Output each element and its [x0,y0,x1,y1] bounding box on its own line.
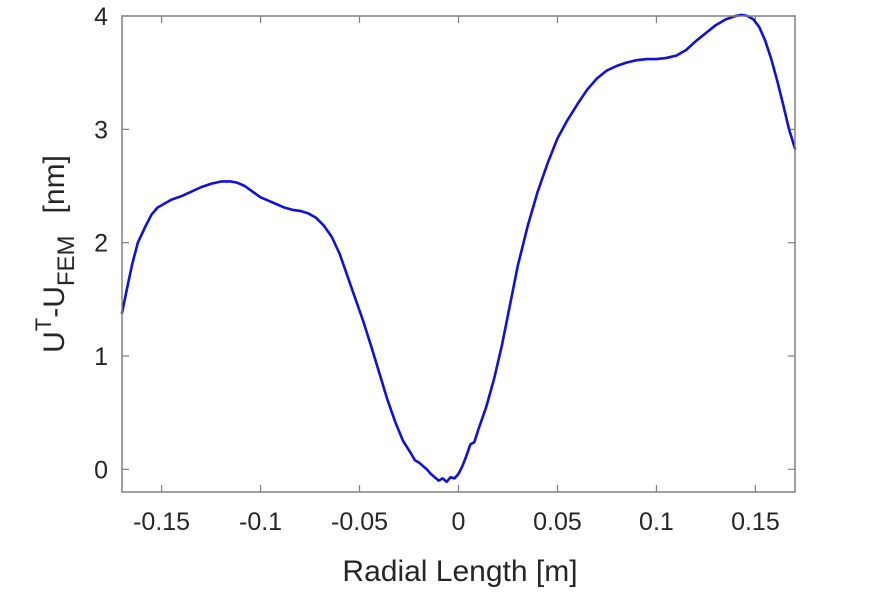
y-tick-label: 3 [94,116,108,144]
svg-text:UT-UFEM[nm]: UT-UFEM [nm] [31,155,80,353]
x-tick-label: -0.05 [331,508,388,536]
y-tick-labels: 0 1 2 3 4 [94,3,108,484]
y-tick-label: 1 [94,343,108,371]
y-axis-label-superscript: T [31,318,56,331]
x-tick-label: 0.1 [639,508,674,536]
y-tick-label: 0 [94,456,108,484]
y-axis-label-unit: [nm] [38,155,71,213]
x-tick-label: -0.1 [239,508,282,536]
y-axis-label: UT-UFEM [nm] [31,155,80,353]
y-axis-label-base: U [38,331,71,353]
y-tick-label: 2 [94,230,108,258]
y-axis-label-middle: -U [38,286,71,318]
x-tick-label: 0 [452,508,466,536]
x-tick-label: 0.15 [731,508,780,536]
plot-frame [121,15,796,493]
y-axis-label-subscript: FEM [53,235,80,286]
x-tick-label: 0.05 [533,508,582,536]
x-axis-label: Radial Length [m] [342,555,577,588]
series-line [120,13,797,484]
x-tick-labels: -0.15 -0.1 -0.05 0 0.05 0.1 0.15 [133,508,780,536]
y-tick-label: 4 [94,3,108,31]
plot-background [122,16,795,492]
x-tick-label: -0.15 [133,508,190,536]
